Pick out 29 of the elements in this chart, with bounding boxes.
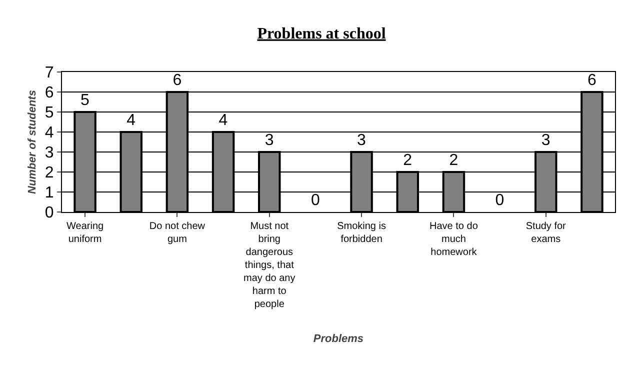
chart-title: Problems at school: [257, 25, 386, 42]
data-label: 6: [172, 72, 182, 89]
data-label: 4: [218, 112, 228, 129]
x-tick-label: Must not bring dangerous things, that may do any harm to people: [244, 221, 296, 310]
y-tick-label: 1: [44, 184, 54, 202]
data-label: 0: [310, 192, 320, 209]
y-tick-label: 5: [44, 104, 54, 122]
y-tick-label: 3: [44, 144, 54, 162]
data-label: 3: [264, 132, 274, 149]
x-tick-label: Have to do much homework: [430, 221, 478, 258]
y-axis-title: Number of students: [26, 90, 39, 194]
x-axis-title: Problems: [313, 333, 364, 346]
data-label: 2: [403, 152, 412, 169]
data-label: 4: [126, 112, 136, 129]
data-label: 2: [449, 152, 458, 169]
data-label: 5: [80, 92, 90, 109]
y-tick-label: 0: [44, 204, 54, 222]
data-label: 3: [541, 132, 550, 149]
data-label: 6: [587, 72, 596, 89]
y-tick-label: 6: [44, 84, 54, 102]
y-tick-label: 4: [44, 124, 54, 142]
x-tick-label: Smoking is forbidden: [337, 221, 386, 245]
data-label: 3: [357, 132, 366, 149]
y-tick-label: 2: [44, 164, 54, 182]
x-tick-label: Do not chew gum: [149, 221, 206, 245]
x-tick-label: Study for exams: [526, 221, 567, 245]
data-label: 0: [495, 192, 504, 209]
y-tick-label: 7: [44, 64, 54, 82]
x-tick-label: Wearing uniform: [66, 221, 104, 245]
